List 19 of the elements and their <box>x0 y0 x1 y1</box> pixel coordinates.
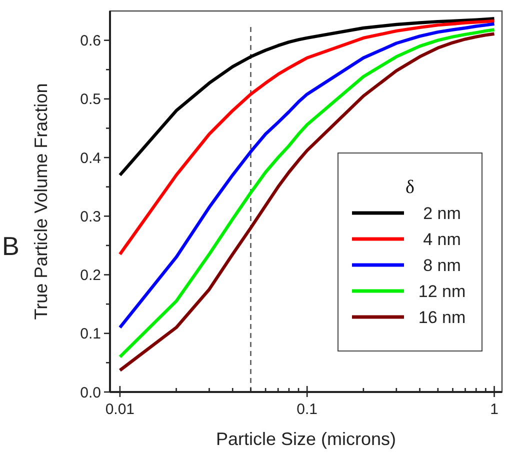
y-tick-label: 0.5 <box>80 91 101 108</box>
legend-label: 8 nm <box>423 256 461 275</box>
y-tick-label: 0.2 <box>80 267 101 284</box>
y-tick-label: 0.3 <box>80 208 101 226</box>
y-tick-label: 0.6 <box>80 32 101 50</box>
legend-label: 16 nm <box>418 308 466 327</box>
text: B <box>2 231 20 261</box>
legend-label: 4 nm <box>423 230 461 249</box>
y-tick-label: 0.0 <box>80 384 101 402</box>
x-axis-title: Particle Size (microns) <box>216 429 396 449</box>
legend-title: δ <box>406 177 415 198</box>
y-tick-label: 0.1 <box>80 326 101 343</box>
x-tick-label: 0.1 <box>296 401 318 418</box>
y-tick-label: 0.4 <box>80 150 101 167</box>
y-axis-title: True Particle Volume Fraction <box>31 83 51 320</box>
x-tick-label: 1 <box>490 401 498 418</box>
legend-label: 12 nm <box>418 282 466 301</box>
x-tick-label: 0.01 <box>105 401 135 418</box>
legend-label: 2 nm <box>423 204 461 223</box>
